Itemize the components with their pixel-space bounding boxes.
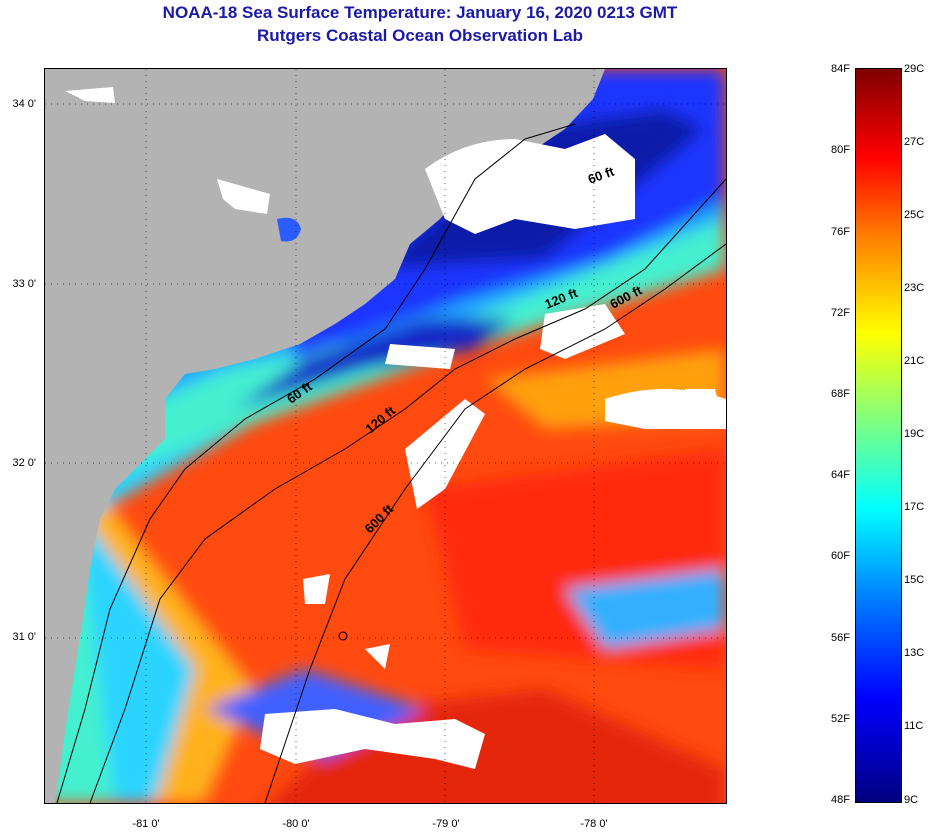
- lon-label-80: -80 0': [282, 818, 310, 830]
- cbar-f-84: 84F: [831, 63, 850, 75]
- cbar-f-52: 52F: [831, 713, 850, 725]
- cbar-f-68: 68F: [831, 388, 850, 400]
- cbar-c-25: 25C: [904, 209, 925, 221]
- cbar-c-21: 21C: [904, 355, 925, 367]
- cbar-c-17: 17C: [904, 501, 925, 513]
- cbar-c-9: 9C: [904, 794, 919, 806]
- cbar-f-76: 76F: [831, 226, 850, 238]
- map-title: NOAA-18 Sea Surface Temperature: January…: [162, 3, 678, 22]
- lat-label-34: 34 0': [12, 98, 36, 110]
- cbar-f-48: 48F: [831, 794, 850, 806]
- sst-map: 60 ft 120 ft 600 ft 60 ft 120 ft 600 ft: [44, 68, 727, 804]
- cbar-c-13: 13C: [904, 647, 925, 659]
- cbar-f-64: 64F: [831, 469, 850, 481]
- lon-label-79: -79 0': [432, 818, 460, 830]
- lat-label-32: 32 0': [12, 457, 36, 469]
- cbar-c-19: 19C: [904, 428, 925, 440]
- cbar-f-60: 60F: [831, 550, 850, 562]
- cbar-f-72: 72F: [831, 307, 850, 319]
- cbar-c-15: 15C: [904, 574, 925, 586]
- cbar-c-11: 11C: [904, 720, 924, 732]
- map-subtitle: Rutgers Coastal Ocean Observation Lab: [257, 26, 583, 45]
- cbar-c-29: 29C: [904, 63, 925, 75]
- cbar-c-23: 23C: [904, 282, 925, 294]
- cbar-f-80: 80F: [831, 144, 850, 156]
- sst-map-graphic: 60 ft 120 ft 600 ft 60 ft 120 ft 600 ft: [45, 69, 726, 803]
- lon-label-78: -78 0': [580, 818, 608, 830]
- lat-label-31: 31 0': [12, 631, 36, 643]
- cbar-f-56: 56F: [831, 632, 850, 644]
- lat-label-33: 33 0': [12, 278, 36, 290]
- cbar-c-27: 27C: [904, 136, 925, 148]
- temperature-colorbar: [855, 68, 902, 803]
- lon-label-81: -81 0': [132, 818, 160, 830]
